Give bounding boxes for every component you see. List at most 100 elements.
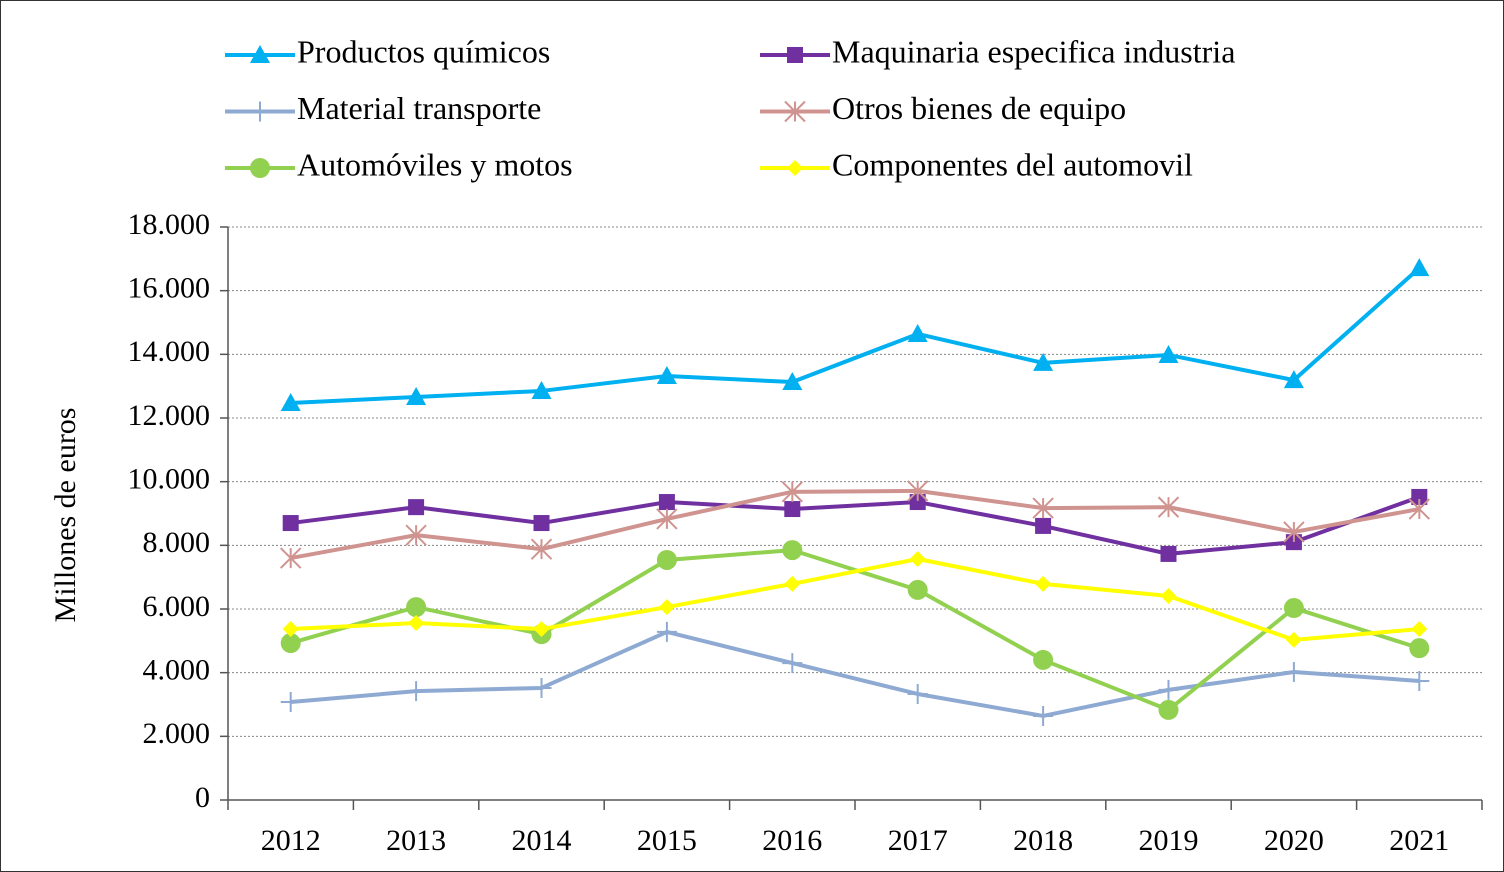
marker-shape [1160,587,1177,604]
marker [658,599,675,616]
marker [408,615,425,632]
marker [250,101,270,122]
marker [1283,662,1304,683]
x-tick-label: 2015 [637,824,697,857]
marker [405,524,427,546]
x-tick-label: 2014 [512,824,572,857]
marker-shape [1283,662,1304,683]
marker [1158,344,1179,363]
marker [1033,649,1054,670]
legend-label: Maquinaria especifica industria [832,33,1235,69]
y-tick-label: 4.000 [143,654,211,687]
marker [1160,587,1177,604]
marker-shape [787,160,803,176]
marker-shape [1033,705,1054,726]
marker-shape [656,365,677,384]
marker [1283,521,1305,543]
marker-shape [1033,649,1054,670]
x-tick-label: 2012 [261,824,321,857]
marker [280,393,301,412]
marker [1158,699,1179,720]
series-line [290,495,1420,556]
marker-shape [656,549,677,570]
marker-shape [408,499,425,516]
marker-shape [1283,598,1304,619]
marker-shape [280,393,301,412]
marker [1411,488,1428,505]
marker-shape [907,323,928,342]
series-line [290,557,1420,642]
marker-shape [1409,638,1430,659]
marker [282,515,299,532]
y-tick-label: 14.000 [128,335,211,368]
marker-shape [782,653,803,674]
marker [782,372,803,391]
marker [1033,352,1054,371]
marker-shape [907,683,928,704]
marker [787,160,803,176]
marker-shape [1283,521,1305,543]
marker [1409,258,1430,277]
marker [531,380,552,399]
x-tick-label: 2020 [1264,824,1324,857]
marker [408,499,425,516]
x-tick-label: 2013 [386,824,446,857]
marker [406,597,427,618]
legend-label: Productos químicos [297,33,550,69]
y-tick-label: 6.000 [143,590,211,623]
y-tick-label: 2.000 [143,717,211,750]
marker-shape [406,386,427,405]
marker [787,47,803,63]
legend-label: Automóviles y motos [297,146,573,182]
marker-shape [408,615,425,632]
marker-shape [906,480,929,502]
marker-shape [406,681,427,702]
marker [656,365,677,384]
marker-shape [280,633,301,654]
marker-shape [1160,545,1177,562]
marker [1408,498,1431,520]
marker [656,508,678,530]
marker-shape [406,597,427,618]
y-tick-label: 16.000 [128,272,211,305]
marker-shape [1409,670,1430,691]
marker-shape [782,372,803,391]
marker [531,677,552,698]
marker-shape [1408,498,1431,520]
marker-shape [1158,344,1179,363]
marker-shape [656,508,678,530]
legend-label: Material transporte [297,90,541,126]
marker [1157,496,1180,518]
y-tick-label: 0 [195,781,210,814]
marker-shape [1035,575,1052,592]
marker-shape [1285,631,1302,648]
marker [1285,631,1302,648]
marker [658,494,675,511]
marker [533,621,550,638]
marker-shape [656,621,677,642]
marker-shape [1285,534,1302,551]
marker [533,515,550,532]
marker [1033,705,1054,726]
marker-shape [1409,258,1430,277]
marker [1032,497,1054,519]
marker [250,45,270,63]
marker [1411,621,1428,638]
marker [282,621,299,638]
marker-shape [909,494,926,511]
marker-shape [530,538,553,560]
marker-shape [1158,699,1179,720]
legend-label: Otros bienes de equipo [832,90,1126,126]
marker-shape [282,621,299,638]
marker-shape [1283,370,1304,389]
series-line [290,629,1420,718]
marker-shape [782,540,803,561]
marker [907,579,928,600]
marker-shape [909,551,926,568]
marker-shape [1032,497,1054,519]
marker [1160,545,1177,562]
marker [406,681,427,702]
marker [279,547,302,569]
